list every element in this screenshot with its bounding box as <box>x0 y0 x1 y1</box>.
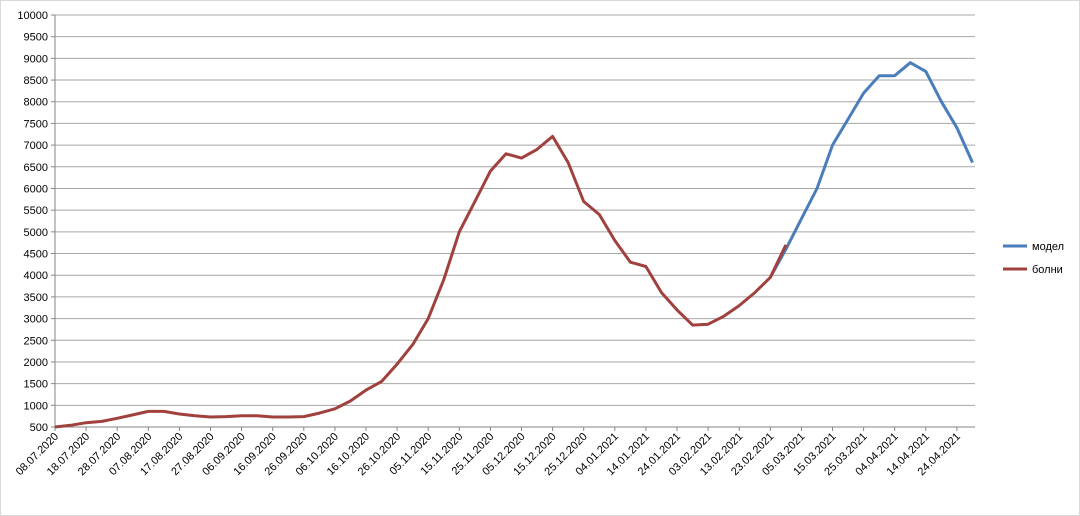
y-tick-label: 5500 <box>24 205 48 217</box>
y-tick-label: 7500 <box>24 118 48 130</box>
y-tick-label: 2000 <box>24 357 48 369</box>
y-tick-label: 4000 <box>24 270 48 282</box>
y-tick-label: 7000 <box>24 140 48 152</box>
y-tick-label: 10000 <box>17 10 48 22</box>
y-tick-label: 500 <box>30 422 48 434</box>
y-tick-label: 5000 <box>24 227 48 239</box>
y-tick-label: 9500 <box>24 32 48 44</box>
series-line <box>768 61 974 279</box>
y-tick-label: 6500 <box>24 162 48 174</box>
series-line <box>54 134 788 429</box>
y-tick-label: 8500 <box>24 75 48 87</box>
y-tick-label: 9000 <box>24 53 48 65</box>
y-tick-label: 3500 <box>24 292 48 304</box>
legend-label: модел <box>1032 241 1064 253</box>
y-tick-label: 3000 <box>24 314 48 326</box>
y-tick-label: 4500 <box>24 249 48 261</box>
y-tick-label: 6000 <box>24 183 48 195</box>
y-tick-label: 1000 <box>24 400 48 412</box>
legend-label: болни <box>1032 264 1063 276</box>
y-tick-label: 2500 <box>24 335 48 347</box>
y-tick-label: 1500 <box>24 379 48 391</box>
y-tick-label: 8000 <box>24 97 48 109</box>
